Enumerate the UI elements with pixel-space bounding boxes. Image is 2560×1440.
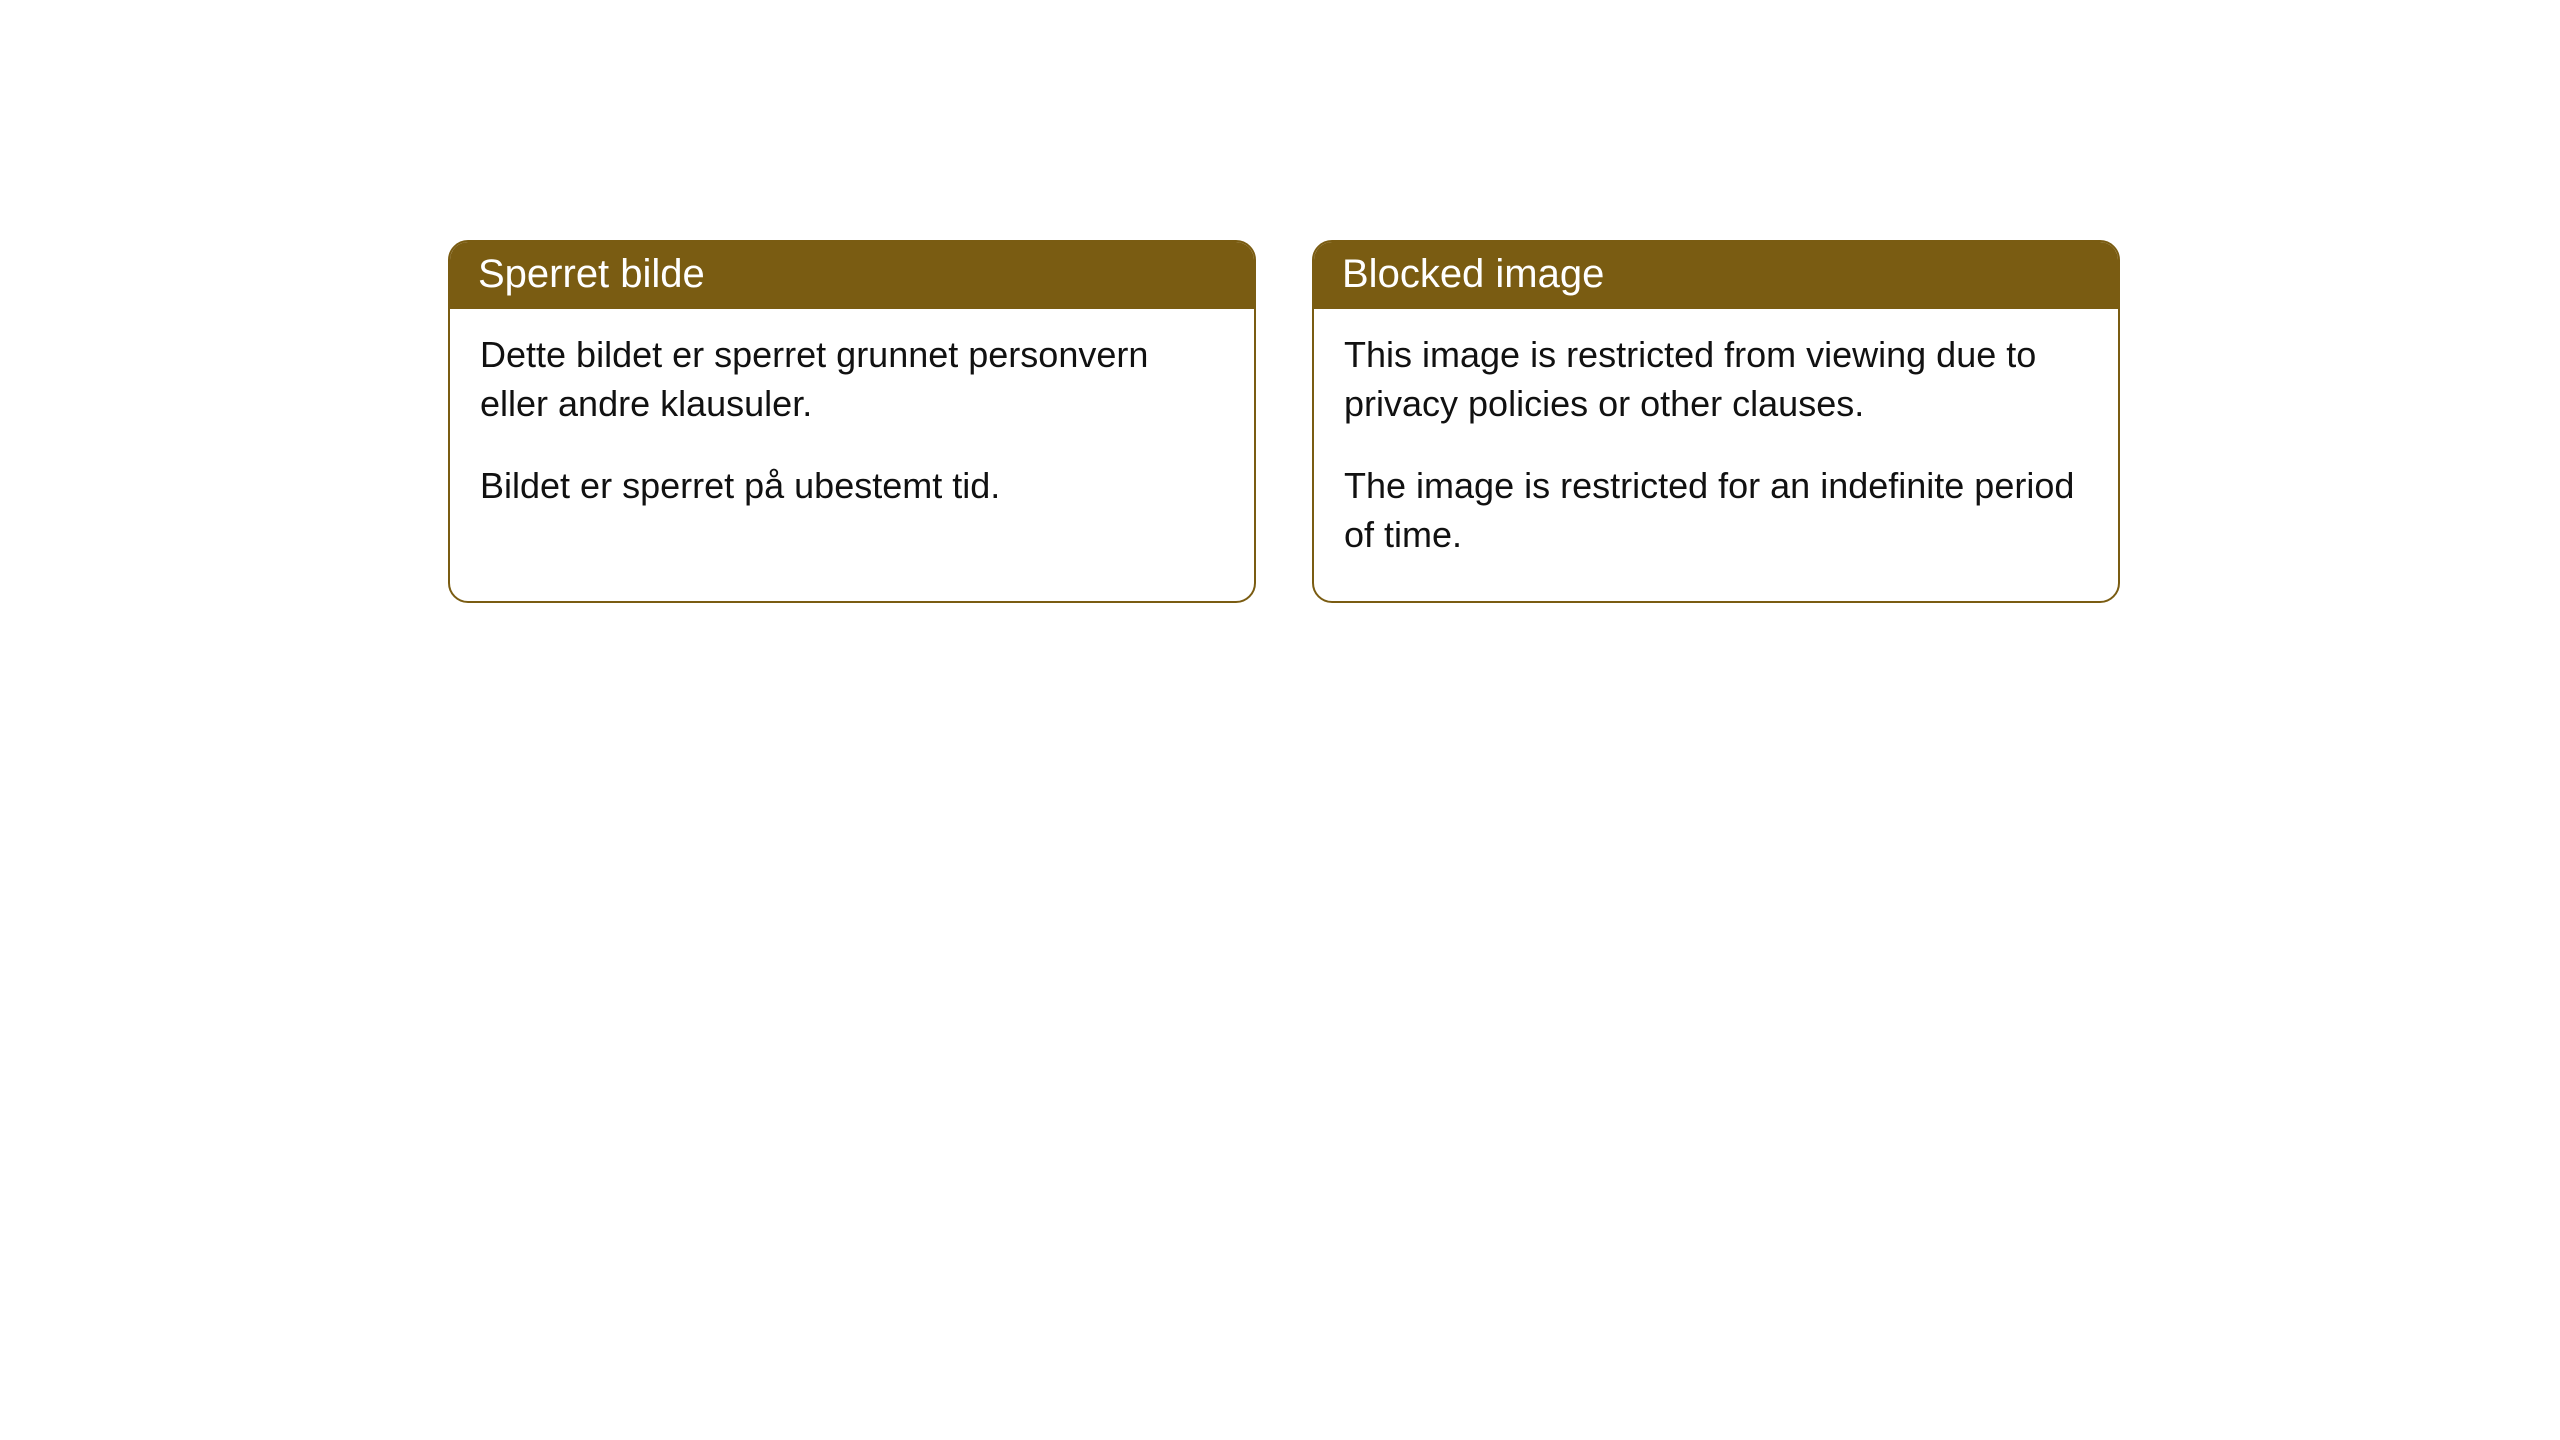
card-body-en: This image is restricted from viewing du… [1314,309,2118,601]
card-paragraph-no-1: Dette bildet er sperret grunnet personve… [480,331,1224,428]
card-title-en: Blocked image [1314,242,2118,309]
blocked-image-card-en: Blocked image This image is restricted f… [1312,240,2120,603]
blocked-image-card-no: Sperret bilde Dette bildet er sperret gr… [448,240,1256,603]
card-paragraph-no-2: Bildet er sperret på ubestemt tid. [480,462,1224,511]
card-paragraph-en-1: This image is restricted from viewing du… [1344,331,2088,428]
card-paragraph-en-2: The image is restricted for an indefinit… [1344,462,2088,559]
info-cards-container: Sperret bilde Dette bildet er sperret gr… [448,240,2120,603]
card-title-no: Sperret bilde [450,242,1254,309]
card-body-no: Dette bildet er sperret grunnet personve… [450,309,1254,553]
